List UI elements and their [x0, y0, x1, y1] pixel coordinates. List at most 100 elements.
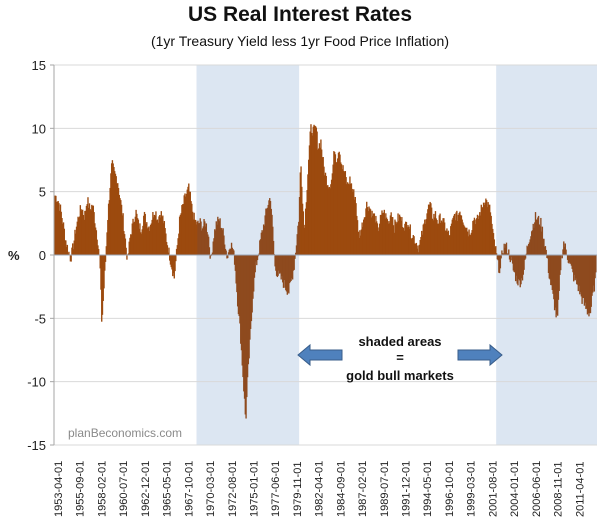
data-bar — [125, 247, 127, 255]
data-bar — [177, 238, 179, 255]
data-bar — [206, 232, 208, 255]
data-bar — [94, 223, 96, 255]
data-bar — [162, 223, 165, 255]
data-bar — [540, 217, 542, 255]
data-bar — [502, 253, 505, 255]
data-bar — [165, 242, 168, 255]
data-bar — [393, 232, 395, 255]
data-bar — [354, 196, 356, 255]
data-bar — [330, 184, 332, 255]
data-bar — [227, 255, 229, 259]
data-bar — [593, 255, 596, 292]
data-bar — [59, 204, 62, 255]
data-bar — [498, 255, 500, 273]
data-bar — [481, 206, 483, 255]
data-bar — [568, 255, 570, 264]
data-bar — [419, 239, 421, 255]
data-bar — [509, 255, 511, 263]
data-bar — [503, 243, 505, 255]
data-bar — [101, 255, 103, 322]
data-bar — [540, 231, 543, 255]
data-bar — [144, 213, 146, 255]
data-bar — [532, 223, 534, 255]
data-bar — [165, 233, 167, 255]
data-bar — [479, 212, 481, 255]
data-bar — [143, 211, 146, 255]
data-bar — [538, 224, 541, 255]
data-bar — [291, 255, 294, 280]
x-tick-label: 1996-10-01 — [444, 461, 456, 517]
x-tick-label: 1975-01-01 — [248, 461, 260, 517]
data-bar — [316, 131, 318, 255]
data-bar — [396, 222, 398, 255]
data-bar — [333, 151, 335, 255]
data-bar — [594, 255, 596, 279]
data-bar — [527, 243, 530, 255]
data-bar — [500, 255, 502, 259]
data-bar — [576, 255, 578, 285]
data-bar — [327, 188, 330, 255]
data-bar — [427, 204, 430, 255]
data-bar — [286, 255, 288, 295]
data-bar — [343, 171, 345, 255]
data-bar — [391, 217, 393, 255]
data-bar — [572, 255, 574, 273]
data-bar — [266, 208, 268, 255]
data-bar — [579, 255, 581, 295]
data-bar — [319, 147, 321, 255]
data-bar — [64, 240, 66, 255]
data-bar — [415, 242, 418, 255]
data-bar — [333, 152, 336, 255]
data-bar — [223, 235, 225, 255]
data-bar — [466, 231, 469, 255]
data-bar — [463, 226, 466, 255]
data-bar — [311, 135, 314, 255]
data-bar — [186, 189, 188, 255]
data-bar — [403, 230, 405, 255]
data-bar — [275, 255, 278, 276]
data-bar — [320, 139, 322, 255]
data-bar — [279, 255, 282, 273]
data-bar — [435, 218, 437, 255]
data-bar — [82, 214, 85, 255]
data-bar — [304, 227, 306, 255]
data-bar — [308, 145, 311, 255]
data-bar — [194, 219, 196, 255]
data-bar — [159, 217, 162, 255]
data-bar — [586, 255, 588, 309]
data-bar — [406, 227, 408, 255]
data-bar — [340, 164, 343, 255]
data-bar — [246, 255, 248, 398]
data-bar — [328, 186, 330, 255]
data-bar — [583, 255, 586, 306]
data-bar — [298, 197, 301, 255]
data-bar — [285, 255, 288, 292]
data-bar — [343, 172, 346, 255]
data-bar — [414, 243, 417, 255]
data-bar — [533, 227, 535, 255]
data-bar — [350, 183, 353, 255]
data-bar — [134, 216, 137, 255]
data-bar — [461, 219, 463, 255]
data-bar — [582, 255, 584, 298]
data-bar — [129, 237, 131, 255]
x-tick-label: 2011-04-01 — [574, 462, 586, 517]
data-bar — [349, 176, 351, 255]
data-bar — [457, 214, 460, 255]
data-bar — [243, 255, 246, 399]
data-bar — [132, 218, 134, 255]
x-tick-label: 2008-11-01 — [553, 462, 565, 517]
data-bar — [65, 247, 68, 255]
data-bar — [359, 235, 362, 255]
data-bar — [478, 215, 480, 255]
data-bar — [411, 239, 413, 255]
data-bar — [67, 253, 69, 255]
data-bar — [430, 203, 432, 255]
data-bar — [516, 255, 518, 284]
data-bar — [560, 255, 562, 271]
data-bar — [111, 160, 114, 255]
data-bar — [248, 255, 250, 359]
data-bar — [96, 239, 98, 255]
data-bar — [380, 214, 382, 255]
data-bar — [400, 220, 402, 255]
